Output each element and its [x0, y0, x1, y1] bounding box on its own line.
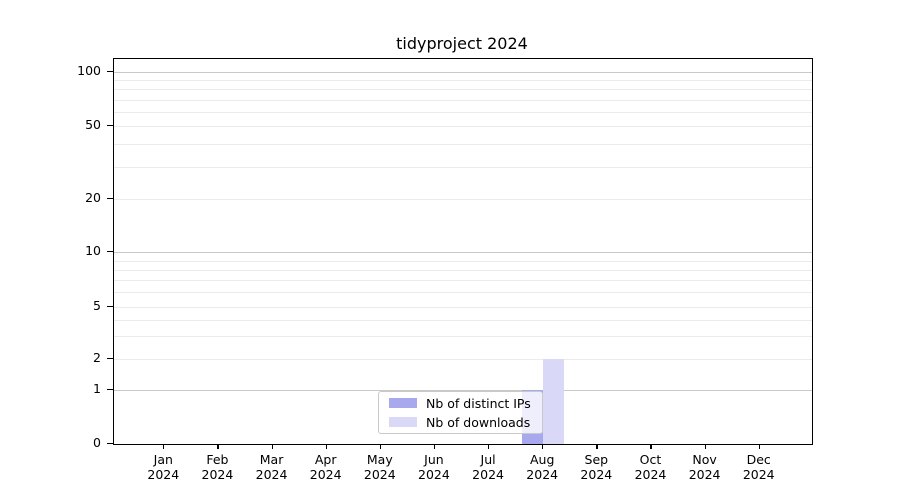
y-tick-50 [107, 125, 113, 127]
gridline-minor-9 [114, 260, 812, 262]
x-tick-label-8: Sep 2024 [566, 452, 626, 482]
y-tick-0 [107, 443, 113, 445]
gridline-minor-50 [114, 126, 812, 128]
x-tick-label-year-0: 2024 [147, 467, 180, 482]
x-tick-label-year-10: 2024 [688, 467, 721, 482]
x-tick-7 [542, 444, 544, 449]
legend-swatch-1 [389, 417, 417, 427]
x-tick-label-month-4: May [366, 452, 393, 467]
x-tick-label-month-8: Sep [584, 452, 609, 467]
x-tick-label-month-11: Dec [746, 452, 771, 467]
y-tick-label-50: 50 [85, 117, 101, 133]
x-tick-11 [758, 444, 760, 449]
legend-item-1: Nb of downloads [389, 414, 542, 430]
gridline-minor-7 [114, 280, 812, 282]
y-tick-label-1: 1 [93, 381, 101, 396]
gridline-minor-4 [114, 319, 812, 321]
x-tick-label-month-6: Jul [480, 452, 496, 467]
gridline-minor-6 [114, 292, 812, 294]
x-tick-label-month-2: Mar [259, 452, 284, 467]
legend-item-0: Nb of distinct IPs [389, 395, 542, 411]
x-tick-label-year-1: 2024 [201, 467, 234, 482]
y-tick-label-20: 20 [85, 189, 101, 205]
x-tick-label-year-6: 2024 [472, 467, 504, 482]
x-tick-label-2: Mar 2024 [242, 452, 302, 482]
gridline-minor-40 [114, 143, 812, 145]
y-tick-label-2: 2 [93, 350, 101, 366]
x-tick-label-year-8: 2024 [580, 467, 613, 482]
x-tick-3 [325, 444, 327, 449]
gridline-minor-70 [114, 99, 812, 101]
x-tick-label-11: Dec 2024 [729, 452, 789, 482]
gridline-minor-8 [114, 269, 812, 271]
x-tick-2 [271, 444, 273, 449]
x-tick-label-9: Oct 2024 [620, 452, 680, 482]
gridline-major-10 [114, 252, 812, 254]
x-tick-label-3: Apr 2024 [296, 452, 356, 482]
x-tick-label-month-9: Oct [639, 452, 662, 467]
x-tick-10 [704, 444, 706, 449]
y-tick-label-100: 100 [77, 62, 101, 78]
x-tick-label-month-0: Jan [153, 452, 173, 467]
x-tick-label-month-7: Aug [529, 452, 555, 467]
x-tick-label-6: Jul 2024 [458, 452, 518, 482]
x-tick-label-1: Feb 2024 [187, 452, 247, 482]
gridline-minor-3 [114, 336, 812, 337]
x-tick-8 [596, 444, 598, 449]
x-tick-label-7: Aug 2024 [512, 452, 572, 482]
y-tick-2 [107, 358, 113, 360]
y-tick-10 [107, 251, 113, 253]
gridline-major-100 [114, 71, 812, 73]
bar-nb-of-downloads-7 [543, 359, 565, 444]
x-tick-label-month-3: Apr [314, 452, 337, 467]
legend-swatch-0 [389, 398, 417, 408]
gridline-minor-2 [114, 359, 812, 361]
y-tick-label-5: 5 [93, 297, 101, 313]
x-tick-label-year-4: 2024 [363, 467, 396, 482]
gridline-minor-90 [114, 80, 812, 81]
gridline-major-1 [114, 390, 812, 391]
y-tick-20 [107, 197, 113, 199]
x-tick-9 [650, 444, 652, 449]
x-tick-label-month-1: Feb [206, 452, 229, 467]
y-tick-label-0: 0 [93, 435, 101, 450]
x-tick-label-year-7: 2024 [526, 467, 559, 482]
x-tick-label-month-5: Jun [424, 452, 444, 467]
legend-label-1: Nb of downloads [426, 414, 531, 430]
legend-label-0: Nb of distinct IPs [426, 395, 531, 411]
x-tick-label-5: Jun 2024 [404, 452, 464, 482]
y-tick-label-10: 10 [85, 243, 101, 259]
x-tick-label-4: May 2024 [350, 452, 410, 482]
plot-area [113, 58, 813, 445]
gridline-minor-60 [114, 111, 812, 113]
x-tick-label-year-5: 2024 [418, 467, 450, 482]
x-tick-0 [163, 444, 165, 449]
chart-title: tidyproject 2024 [396, 34, 528, 53]
x-tick-label-0: Jan 2024 [133, 452, 193, 482]
y-tick-5 [107, 305, 113, 307]
y-tick-100 [107, 70, 113, 72]
x-tick-6 [488, 444, 490, 449]
y-tick-1 [107, 389, 113, 391]
x-tick-label-10: Nov 2024 [675, 452, 735, 482]
gridline-minor-80 [114, 89, 812, 91]
x-tick-label-year-11: 2024 [742, 467, 775, 482]
x-tick-label-year-3: 2024 [309, 467, 342, 482]
gridline-minor-5 [114, 306, 812, 308]
x-tick-label-year-2: 2024 [255, 467, 288, 482]
x-tick-4 [379, 444, 381, 449]
gridline-minor-30 [114, 166, 812, 168]
x-tick-5 [433, 444, 436, 449]
x-tick-label-month-10: Nov [692, 452, 717, 467]
legend: Nb of distinct IPs Nb of downloads [378, 391, 543, 434]
gridline-minor-20 [114, 198, 812, 200]
x-tick-label-year-9: 2024 [634, 467, 667, 482]
x-tick-1 [217, 444, 219, 449]
